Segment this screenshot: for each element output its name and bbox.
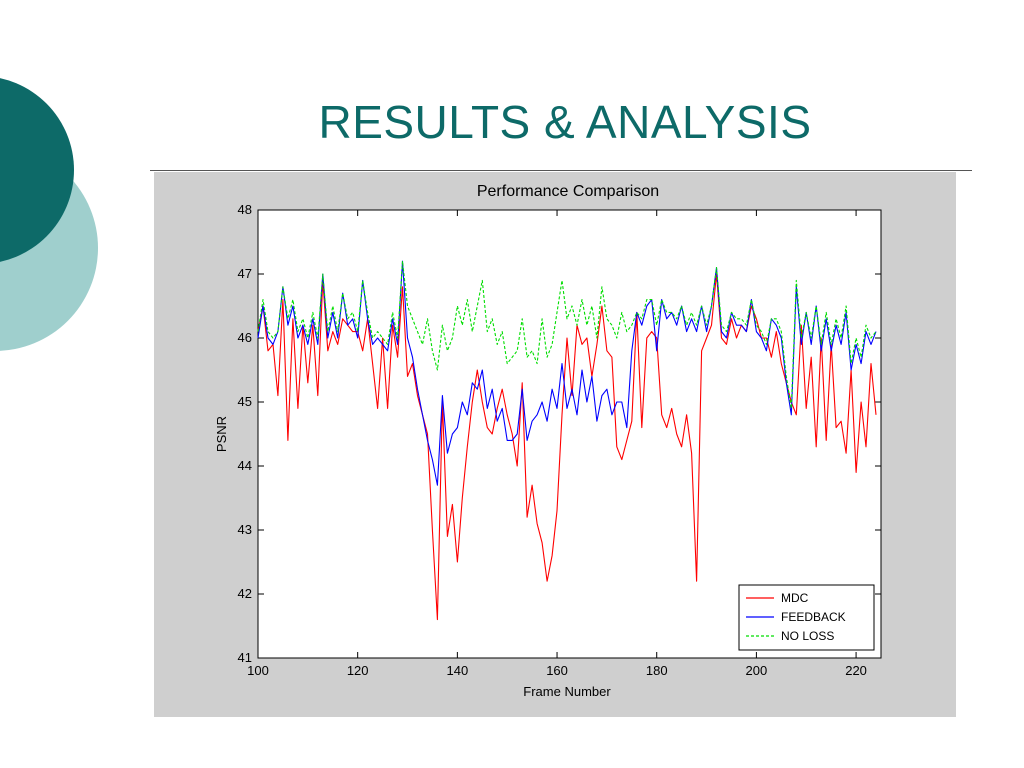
- x-tick-label: 180: [646, 663, 668, 678]
- y-tick-label: 44: [238, 458, 252, 473]
- legend: MDC FEEDBACK NO LOSS: [738, 584, 875, 651]
- x-tick-label: 120: [347, 663, 369, 678]
- x-tick-label: 220: [845, 663, 867, 678]
- y-tick-label: 48: [238, 202, 252, 217]
- series-line-no-loss: [257, 260, 877, 409]
- slide-title: RESULTS & ANALYSIS: [318, 96, 812, 148]
- performance-chart: Performance Comparison 100 120 140 160 180 20…: [154, 172, 956, 717]
- chart-title: Performance Comparison: [477, 183, 659, 200]
- y-tick-label: 42: [238, 586, 252, 601]
- y-tick-label: 43: [238, 522, 252, 537]
- y-axis-label: PSNR: [214, 416, 229, 452]
- y-tick-label: 47: [238, 266, 252, 281]
- dark-circle: [0, 78, 74, 262]
- legend-label-feedback: FEEDBACK: [781, 610, 846, 624]
- decorative-circles: [0, 78, 98, 351]
- axis-ticks: 100 120 140 160 180 200 220 41 42 43 44 45 46 47 48: [238, 202, 881, 678]
- legend-label-mdc: MDC: [781, 591, 809, 605]
- x-tick-label: 200: [746, 663, 768, 678]
- legend-label-no-loss: NO LOSS: [781, 629, 834, 643]
- title-divider: [150, 170, 972, 171]
- series-line-mdc: [257, 273, 877, 621]
- x-tick-label: 100: [247, 663, 269, 678]
- x-tick-label: 140: [447, 663, 469, 678]
- y-tick-label: 45: [238, 394, 252, 409]
- x-axis-label: Frame Number: [523, 684, 611, 699]
- series-lines: [257, 260, 877, 621]
- y-tick-label: 46: [238, 330, 252, 345]
- y-tick-label: 41: [238, 650, 252, 665]
- x-tick-label: 160: [546, 663, 568, 678]
